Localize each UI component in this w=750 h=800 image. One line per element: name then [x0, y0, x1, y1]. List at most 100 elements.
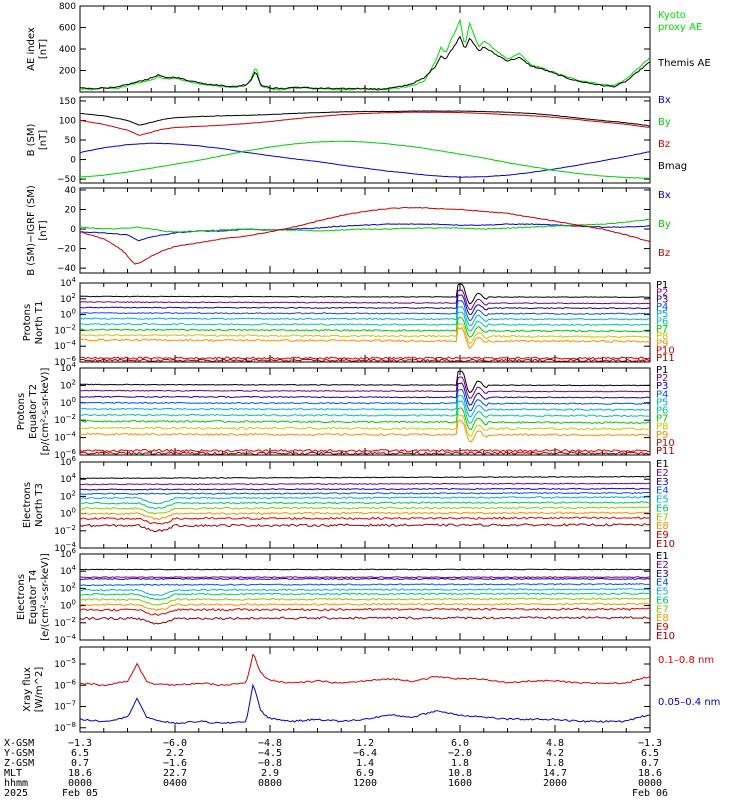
legend-protons-t2-P9: P9: [656, 430, 668, 441]
legend-protons-t2-P2: P2: [656, 373, 668, 384]
ylabel-bsm: B (SM): [26, 123, 37, 156]
orbit-value: 6.9: [356, 768, 374, 779]
legend-electrons-t4-E10: E10: [656, 631, 675, 642]
orbit-row-label: 2025: [4, 788, 28, 799]
legend-bdelta-Bx: Bx: [658, 190, 671, 201]
orbit-value: −4.8: [258, 738, 282, 749]
ylabel-bdelta: B (SM)−IGRF (SM): [26, 185, 37, 276]
ytick-label-protons-t2: 100: [60, 396, 76, 409]
series-line-protons-t1-P6: [80, 311, 650, 332]
orbit-value: 18.6: [638, 768, 662, 779]
legend-protons-t1-P10: P10: [656, 346, 675, 357]
orbit-value: Feb 05: [62, 788, 98, 799]
legend-protons-t1-P11: P11: [656, 353, 675, 364]
ylabel-electrons-t3: Electrons: [22, 482, 33, 528]
ytick-label-ae: 800: [59, 2, 76, 12]
orbit-value: 1.2: [356, 738, 374, 749]
ytick-label-xray: 10−7: [54, 700, 76, 713]
ylabel-xray: [W/m^2]: [34, 667, 45, 713]
orbit-value: 10.8: [448, 768, 472, 779]
series-line-protons-t2-P8: [80, 413, 650, 437]
ytick-label-bsm: −50: [57, 175, 76, 185]
series-line-bsm-Bx: [80, 142, 650, 178]
legend-electrons-t3-E5: E5: [656, 495, 669, 506]
series-line-electrons-t3-E5: [80, 496, 650, 505]
orbit-value: Feb 06: [632, 788, 668, 799]
ytick-label-xray: 10−5: [54, 657, 76, 670]
series-line-bsm-Bmag: [80, 110, 650, 127]
ytick-label-bsm: 100: [59, 116, 76, 126]
legend-protons-t2-P7: P7: [656, 414, 668, 425]
series-line-electrons-t4-E7: [80, 597, 650, 606]
ytick-label-electrons-t4: 104: [60, 564, 76, 577]
legend-bsm-Bx: Bx: [658, 95, 671, 106]
ytick-label-protons-t1: 104: [60, 276, 76, 289]
series-line-bdelta-Bx: [80, 223, 650, 242]
series-line-protons-t1-P10: [80, 356, 650, 360]
series-line-electrons-t4-E10: [80, 616, 650, 625]
legend-electrons-t4-E1: E1: [656, 551, 669, 562]
orbit-value: −6.0: [163, 738, 187, 749]
series-line-electrons-t3-E10: [80, 523, 650, 532]
orbit-value: −6.4: [353, 748, 377, 759]
orbit-value: 0000: [68, 778, 92, 789]
legend-electrons-t4-E9: E9: [656, 622, 669, 633]
ytick-label-ae: 600: [59, 24, 76, 34]
legend-ae-Kyoto proxy AE: proxy AE: [658, 22, 702, 33]
legend-protons-t2-P1: P1: [656, 365, 668, 376]
legend-bsm-By: By: [658, 117, 671, 128]
series-line-electrons-t4-E6: [80, 592, 650, 601]
legend-protons-t2-P10: P10: [656, 438, 675, 449]
ylabel-ae: AE index: [26, 27, 37, 71]
ytick-label-protons-t1: 10−4: [54, 339, 76, 352]
orbit-value: 22.7: [163, 768, 187, 779]
ytick-label-xray: 10−6: [54, 678, 76, 691]
series-line-protons-t1-P8: [80, 322, 650, 345]
series-line-protons-t1-P4: [80, 299, 650, 322]
orbit-value: 1.8: [451, 758, 469, 769]
series-line-xray-0.1–0.8 nm: [80, 653, 650, 687]
legend-protons-t2-P4: P4: [656, 389, 668, 400]
legend-protons-t2-P3: P3: [656, 381, 668, 392]
orbit-value: 0000: [638, 778, 662, 789]
panel-frame-protons-t2: [79, 367, 651, 456]
legend-protons-t2-P5: P5: [656, 397, 668, 408]
series-line-electrons-t4-E9: [80, 607, 650, 616]
ytick-label-bsm: 50: [65, 136, 77, 146]
series-line-protons-t1-P7: [80, 316, 650, 338]
orbit-value: 1200: [353, 778, 377, 789]
series-line-xray-0.05–0.4 nm: [80, 683, 650, 725]
orbit-value: 6.5: [641, 748, 659, 759]
panel-frame-protons-t1: [79, 282, 651, 363]
legend-xray-0.1–0.8 nm: 0.1–0.8 nm: [658, 655, 714, 666]
series-line-protons-t2-P3: [80, 382, 650, 406]
orbit-row-label: hhmm: [4, 778, 28, 789]
series-line-ae-Themis AE: [80, 35, 650, 91]
ytick-label-bdelta: −20: [57, 245, 76, 255]
series-line-protons-t2-P2: [80, 376, 650, 400]
legend-protons-t1-P9: P9: [656, 338, 668, 349]
orbit-value: −0.8: [258, 758, 282, 769]
legend-bsm-Bmag: Bmag: [658, 161, 687, 172]
series-line-protons-t2-P6: [80, 400, 650, 424]
legend-electrons-t4-E4: E4: [656, 578, 669, 589]
series-line-electrons-t4-E3: [80, 577, 650, 581]
series-line-bsm-By: [80, 140, 650, 179]
series-line-electrons-t3-E6: [80, 501, 650, 510]
orbit-value: 0800: [258, 778, 282, 789]
series-line-protons-t2-P4: [80, 388, 650, 412]
ylabel-xray: Xray flux: [22, 667, 33, 712]
ytick-label-bsm: 0: [70, 156, 76, 166]
ytick-label-xray: 10−8: [54, 721, 76, 734]
ytick-label-bdelta: 0: [70, 225, 76, 235]
orbit-row-label: MLT: [4, 768, 22, 779]
legend-electrons-t4-E6: E6: [656, 595, 669, 606]
series-line-protons-t2-P7: [80, 407, 650, 431]
ylabel-electrons-t4: Equator T4: [28, 570, 39, 625]
orbit-value: 0400: [163, 778, 187, 789]
legend-protons-t1-P6: P6: [656, 317, 668, 328]
ylabel-bsm: [nT]: [38, 130, 49, 150]
ytick-label-electrons-t3: 104: [60, 472, 76, 485]
ytick-label-protons-t2: 10−4: [54, 431, 76, 444]
ytick-label-electrons-t3: 100: [60, 507, 76, 520]
